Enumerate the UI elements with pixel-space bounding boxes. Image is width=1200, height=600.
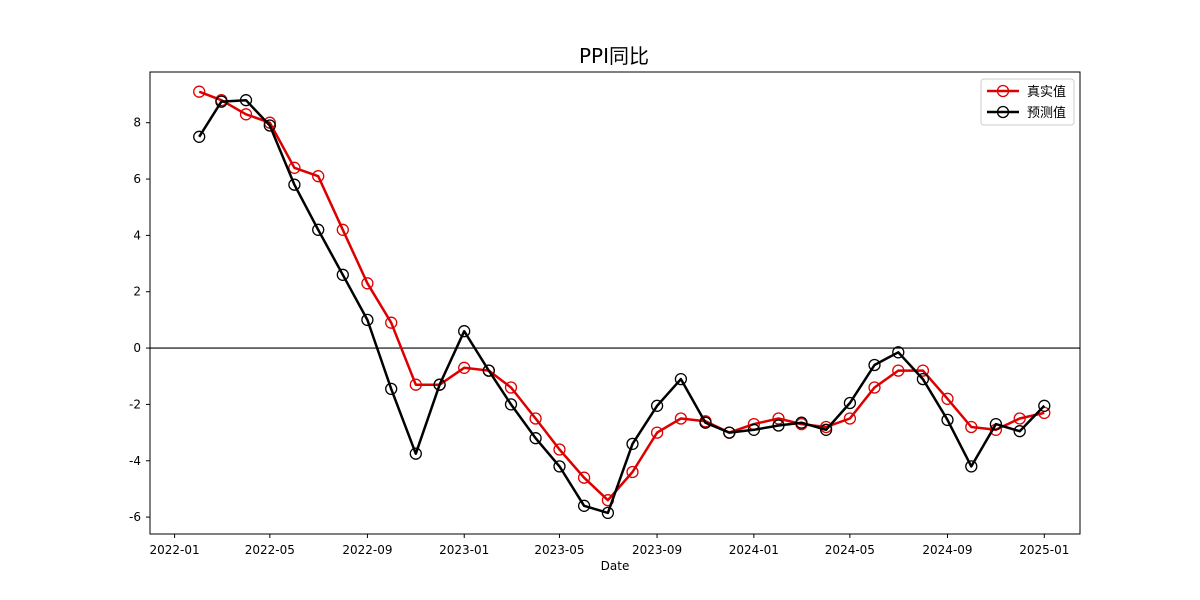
data-point [601, 506, 615, 520]
data-point [504, 381, 518, 394]
legend-label: 预测值 [1027, 105, 1066, 121]
x-tick-label: 2024-05 [825, 543, 875, 557]
data-point [409, 447, 422, 460]
x-axis: 2022-01 2022-05 2022-09 2023-01 2023-05 2023-… [150, 534, 1069, 557]
legend-marker [996, 105, 1010, 119]
y-tick-label: 8 [133, 116, 141, 130]
y-axis: -6 -4 -2 0 2 4 6 8 [129, 116, 150, 524]
data-point [1013, 412, 1026, 425]
data-point [263, 119, 276, 132]
data-point [504, 398, 518, 411]
x-tick-label: 2024-01 [729, 543, 779, 557]
series-1 [193, 85, 1051, 507]
x-tick-label: 2023-05 [534, 543, 584, 557]
legend-entry: 预测值 [987, 105, 1066, 121]
x-tick-label: 2023-09 [632, 543, 682, 557]
data-point [529, 412, 542, 425]
data-point [989, 417, 1003, 431]
data-point [577, 499, 591, 512]
data-point [650, 399, 664, 412]
data-point [239, 108, 253, 121]
data-point [312, 170, 325, 183]
data-point [288, 161, 301, 174]
y-tick-label: 4 [133, 228, 141, 242]
plot-area [150, 85, 1080, 520]
data-point [553, 460, 566, 473]
x-axis-title: Date [601, 559, 630, 573]
data-point [868, 358, 881, 372]
data-point [577, 471, 591, 484]
data-point [312, 223, 325, 236]
y-tick-label: -6 [129, 510, 141, 524]
data-point [941, 392, 954, 405]
legend-entry: 真实值 [987, 84, 1066, 100]
data-point [843, 412, 857, 425]
data-point [626, 465, 639, 479]
data-point [336, 268, 349, 281]
data-point [843, 396, 857, 410]
x-tick-label: 2024-09 [922, 543, 972, 557]
data-point [965, 420, 978, 434]
x-tick-label: 2022-09 [342, 543, 392, 557]
data-point [772, 419, 785, 432]
data-point [193, 130, 206, 143]
data-point [819, 423, 833, 436]
data-point [747, 423, 761, 436]
y-tick-label: 0 [133, 341, 141, 355]
data-point [868, 381, 881, 394]
data-point [458, 325, 471, 338]
data-point [458, 361, 471, 374]
y-tick-label: -4 [129, 454, 141, 468]
data-point [288, 178, 301, 191]
data-point [361, 313, 374, 327]
data-point [626, 437, 639, 451]
y-tick-label: -2 [129, 397, 141, 411]
plot-frame [149, 71, 1081, 535]
data-point [409, 378, 422, 391]
data-point [916, 372, 930, 386]
data-point [941, 413, 954, 427]
data-point [674, 412, 688, 425]
series-line [198, 98, 1046, 515]
data-point [723, 426, 736, 439]
x-tick-label: 2022-05 [245, 543, 295, 557]
data-point [1038, 399, 1051, 412]
data-point [553, 443, 566, 456]
data-point [892, 346, 905, 359]
legend-marker [996, 84, 1010, 98]
data-point [193, 85, 206, 98]
y-tick-label: 2 [133, 285, 141, 299]
series-2 [193, 94, 1051, 520]
data-point [892, 364, 905, 377]
data-point [795, 416, 808, 429]
data-point [239, 94, 253, 107]
data-point [215, 95, 228, 108]
data-point [965, 460, 978, 473]
x-tick-label: 2025-01 [1019, 543, 1069, 557]
x-tick-label: 2022-01 [150, 543, 200, 557]
data-point [336, 223, 349, 236]
chart-title: PPI同比 [579, 44, 649, 68]
data-point [674, 372, 688, 386]
y-tick-label: 6 [133, 172, 141, 186]
data-point [529, 432, 542, 445]
data-point [1013, 425, 1026, 438]
data-point [361, 277, 374, 290]
x-tick-label: 2023-01 [439, 543, 489, 557]
data-point [916, 364, 930, 377]
data-point [385, 382, 398, 396]
data-point [699, 416, 712, 429]
data-point [482, 364, 495, 377]
series-line [198, 90, 1045, 502]
data-point [650, 426, 664, 439]
data-point [772, 412, 785, 425]
legend-label: 真实值 [1027, 84, 1066, 100]
data-point [433, 378, 446, 391]
data-point [385, 316, 398, 329]
